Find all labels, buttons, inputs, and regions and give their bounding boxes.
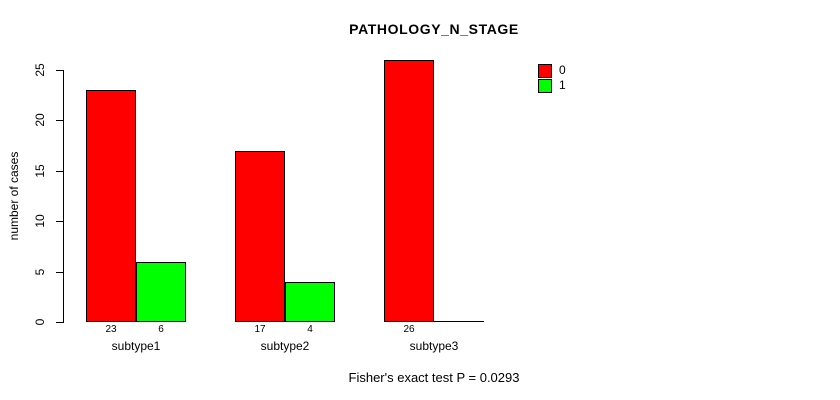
y-axis-label: number of cases: [7, 151, 21, 241]
bar-value-label-subtype2-series1: 4: [307, 324, 313, 335]
legend-label-0: 0: [559, 63, 566, 77]
bar-subtype2-series1: [285, 282, 335, 322]
chart-title: PATHOLOGY_N_STAGE: [349, 21, 519, 37]
category-label-subtype2: subtype2: [260, 339, 310, 353]
bar-subtype3-series0: [384, 60, 434, 322]
y-tick-label-10: 10: [33, 214, 47, 228]
bar-subtype1-series0: [86, 90, 136, 322]
bar-value-label-subtype2-series0: 17: [254, 324, 266, 335]
category-label-subtype1: subtype1: [111, 339, 161, 353]
legend-swatch-1: [538, 78, 552, 93]
legend-item-1: 1: [538, 78, 566, 93]
y-tick-25: [56, 70, 64, 71]
y-tick-label-15: 15: [33, 164, 47, 178]
legend-swatch-0: [538, 63, 552, 78]
legend-item-0: 0: [538, 63, 566, 78]
y-tick-label-0: 0: [33, 318, 47, 326]
y-tick-label-25: 25: [33, 63, 47, 77]
y-tick-20: [56, 120, 64, 121]
y-tick-label-20: 20: [33, 113, 47, 127]
bar-value-label-subtype3-series0: 26: [403, 324, 415, 335]
chart-annotation: Fisher's exact test P = 0.0293: [348, 370, 520, 385]
bar-value-label-subtype1-series0: 23: [105, 324, 117, 335]
bar-subtype1-series1: [136, 262, 186, 322]
bar-subtype2-series0: [235, 151, 285, 322]
y-tick-0: [56, 322, 64, 323]
y-tick-15: [56, 171, 64, 172]
bar-subtype3-series1: [434, 321, 484, 322]
y-tick-label-5: 5: [33, 268, 47, 276]
legend-label-1: 1: [559, 78, 566, 92]
y-axis-line: [63, 70, 64, 323]
y-tick-5: [56, 272, 64, 273]
category-label-subtype3: subtype3: [409, 339, 459, 353]
y-tick-10: [56, 221, 64, 222]
bar-value-label-subtype1-series1: 6: [158, 324, 164, 335]
